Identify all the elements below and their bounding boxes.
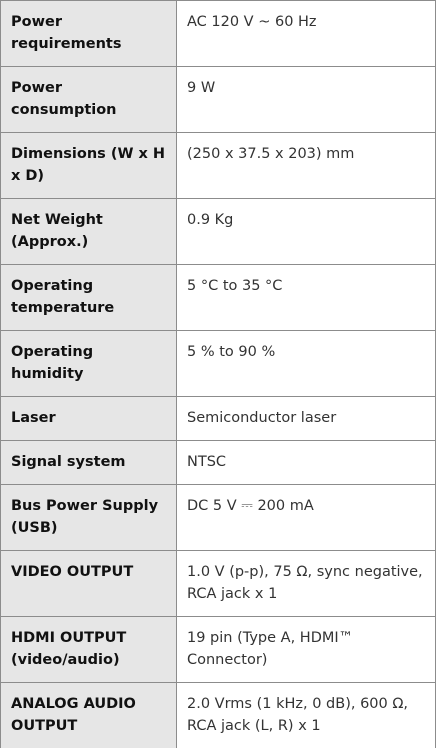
spec-row: Power requirements AC 120 V ~ 60 Hz — [0, 0, 436, 67]
spec-label: Dimensions (W x H x D) — [0, 132, 177, 199]
spec-value: DC 5 V ⎓ 200 mA — [176, 484, 436, 551]
spec-label: HDMI OUTPUT (video/audio) — [0, 616, 177, 683]
spec-row: Bus Power Supply (USB) DC 5 V ⎓ 200 mA — [0, 484, 436, 551]
spec-value: 19 pin (Type A, HDMI™ Connector) — [176, 616, 436, 683]
spec-label: Laser — [0, 396, 177, 441]
spec-value: 5 °C to 35 °C — [176, 264, 436, 331]
spec-row: Operating humidity 5 % to 90 % — [0, 330, 436, 397]
spec-value: NTSC — [176, 440, 436, 485]
spec-value: (250 x 37.5 x 203) mm — [176, 132, 436, 199]
spec-label: Bus Power Supply (USB) — [0, 484, 177, 551]
spec-row: Operating temperature 5 °C to 35 °C — [0, 264, 436, 331]
spec-value: 5 % to 90 % — [176, 330, 436, 397]
spec-value: 9 W — [176, 66, 436, 133]
spec-value: 2.0 Vrms (1 kHz, 0 dB), 600 Ω, RCA jack … — [176, 682, 436, 748]
spec-label: VIDEO OUTPUT — [0, 550, 177, 617]
spec-row: VIDEO OUTPUT 1.0 V (p-p), 75 Ω, sync nega… — [0, 550, 436, 617]
spec-label: Net Weight (Approx.) — [0, 198, 177, 265]
spec-value: AC 120 V ~ 60 Hz — [176, 0, 436, 67]
spec-row: Net Weight (Approx.) 0.9 Kg — [0, 198, 436, 265]
spec-value: 1.0 V (p-p), 75 Ω, sync negative, RCA ja… — [176, 550, 436, 617]
spec-label: Power requirements — [0, 0, 177, 67]
spec-row: Dimensions (W x H x D) (250 x 37.5 x 203)… — [0, 132, 436, 199]
spec-label: Operating temperature — [0, 264, 177, 331]
spec-row: Signal system NTSC — [0, 440, 436, 485]
spec-row: Laser Semiconductor laser — [0, 396, 436, 441]
spec-row: ANALOG AUDIO OUTPUT 2.0 Vrms (1 kHz, 0 dB… — [0, 682, 436, 748]
spec-label: ANALOG AUDIO OUTPUT — [0, 682, 177, 748]
spec-label: Signal system — [0, 440, 177, 485]
spec-row: HDMI OUTPUT (video/audio) 19 pin (Type A,… — [0, 616, 436, 683]
spec-value: 0.9 Kg — [176, 198, 436, 265]
spec-row: Power consumption 9 W — [0, 66, 436, 133]
spec-label: Power consumption — [0, 66, 177, 133]
spec-label: Operating humidity — [0, 330, 177, 397]
spec-value: Semiconductor laser — [176, 396, 436, 441]
